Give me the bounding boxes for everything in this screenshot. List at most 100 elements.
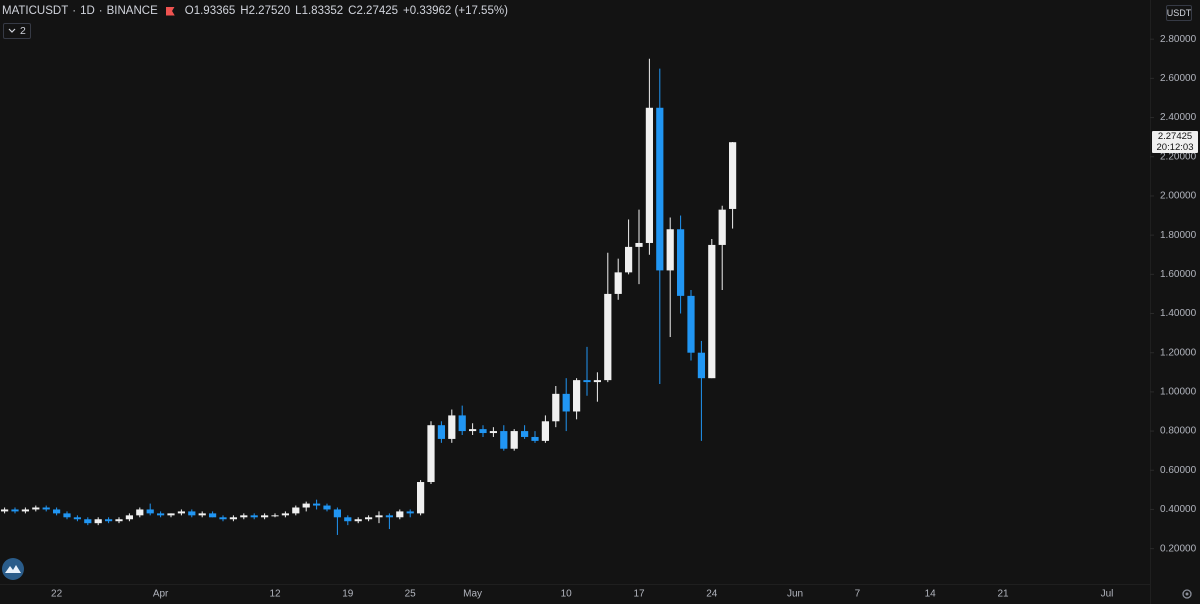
candle-body: [479, 429, 487, 434]
candle-body: [365, 517, 373, 520]
candle-body: [53, 509, 61, 514]
ohlc-value: 2.27425: [356, 5, 399, 17]
candle-body: [136, 509, 144, 516]
x-tick-label: 17: [633, 589, 645, 600]
ohlc-legend: O 1.93365 H 2.27520 L 1.83352 C 2.27425: [185, 5, 403, 17]
candle-body: [562, 393, 570, 412]
candle-body: [469, 429, 477, 432]
candle-body: [645, 107, 653, 243]
candle-body: [385, 515, 393, 518]
candle-body: [729, 142, 737, 209]
logo: [2, 558, 24, 580]
y-tick-label: 1.40000: [1160, 308, 1197, 319]
candle-body: [625, 246, 633, 273]
x-tick-label: 22: [51, 589, 63, 600]
candle-body: [500, 431, 508, 449]
candle-body: [552, 393, 560, 422]
x-tick-label: Jul: [1101, 589, 1114, 600]
y-tick-label: 0.60000: [1160, 465, 1197, 476]
ohlc-key: H: [240, 5, 249, 17]
candle-body: [94, 519, 102, 524]
ohlc-value: 1.83352: [301, 5, 344, 17]
candle-body: [281, 513, 289, 516]
x-tick-label: 25: [405, 589, 417, 600]
candle-body: [240, 515, 248, 518]
candle-body: [219, 517, 227, 520]
candle-body: [718, 209, 726, 245]
indicators-count: 2: [20, 25, 26, 37]
y-tick-label: 2.60000: [1160, 73, 1197, 84]
candle-body: [125, 515, 133, 520]
candle-body: [344, 517, 352, 522]
settings-icon[interactable]: [1182, 589, 1192, 599]
candle-body: [32, 507, 40, 510]
candle-body: [157, 513, 165, 516]
candle-body: [73, 517, 81, 520]
x-tick-label: 12: [269, 589, 281, 600]
candle-body: [84, 519, 92, 524]
symbol-header: MATICUSDT · 1D · BINANCE O 1.93365 H 2.2752…: [2, 5, 508, 17]
y-tick-label: 1.00000: [1160, 387, 1197, 398]
candle-body: [229, 517, 237, 520]
candle-body: [593, 380, 601, 383]
candle-body: [677, 229, 685, 296]
candle-body: [458, 415, 466, 432]
x-tick-label: 10: [561, 589, 573, 600]
x-tick-label: Jun: [787, 589, 803, 600]
candle-body: [697, 352, 705, 379]
candle-body: [427, 425, 435, 483]
candle-body: [541, 421, 549, 441]
x-tick-label: May: [463, 589, 482, 600]
chevron: [8, 28, 16, 33]
candle-body: [489, 431, 497, 434]
candle-body: [614, 272, 622, 294]
candle-body: [417, 482, 425, 514]
y-tick-label: 2.20000: [1160, 151, 1197, 162]
candle-body: [261, 515, 269, 518]
candle-body: [313, 503, 321, 506]
candle-body: [292, 507, 300, 514]
candle-body: [448, 415, 456, 439]
interval[interactable]: 1D: [80, 5, 95, 17]
candle-body: [11, 509, 19, 512]
candle-body: [375, 515, 383, 518]
candle-body: [396, 511, 404, 518]
currency-button[interactable]: USDT: [1166, 5, 1192, 21]
candle-body: [666, 229, 674, 271]
market-status-flag: [165, 6, 175, 16]
ohlc-value: 1.93365: [193, 5, 236, 17]
y-tick-label: 2.80000: [1160, 34, 1197, 45]
candle-body: [198, 513, 206, 516]
candle-body: [323, 505, 331, 510]
x-tick-label: Apr: [153, 589, 169, 600]
symbol[interactable]: MATICUSDT: [2, 5, 69, 17]
x-tick-label: 14: [925, 589, 937, 600]
x-tick-label: 21: [997, 589, 1009, 600]
x-tick-label: 7: [855, 589, 861, 600]
last-price-tag: 2.27425 20:12:03: [1152, 131, 1198, 154]
candle-body: [250, 515, 258, 518]
y-tick-label: 0.20000: [1160, 543, 1197, 554]
x-tick-label: 19: [342, 589, 354, 600]
y-tick-label: 1.20000: [1160, 347, 1197, 358]
currency: USDT: [1166, 8, 1192, 18]
candle-body: [0, 509, 9, 512]
candle-body: [583, 380, 591, 383]
indicators-toggle[interactable]: 2: [3, 23, 31, 39]
candle-body: [167, 513, 175, 516]
candle-body: [271, 515, 279, 517]
candle-body: [333, 509, 341, 518]
x-tick-label: 24: [706, 589, 718, 600]
last-price: 2.27425: [1157, 131, 1193, 143]
candle-body: [531, 436, 539, 441]
ohlc-key: L: [295, 5, 302, 17]
y-tick-label: 1.80000: [1160, 230, 1197, 241]
y-tick-label: 1.60000: [1160, 269, 1197, 280]
candle-body: [573, 380, 581, 412]
y-tick-label: 2.40000: [1160, 112, 1197, 123]
ohlc-key: C: [348, 5, 357, 17]
candle-body: [708, 244, 716, 379]
